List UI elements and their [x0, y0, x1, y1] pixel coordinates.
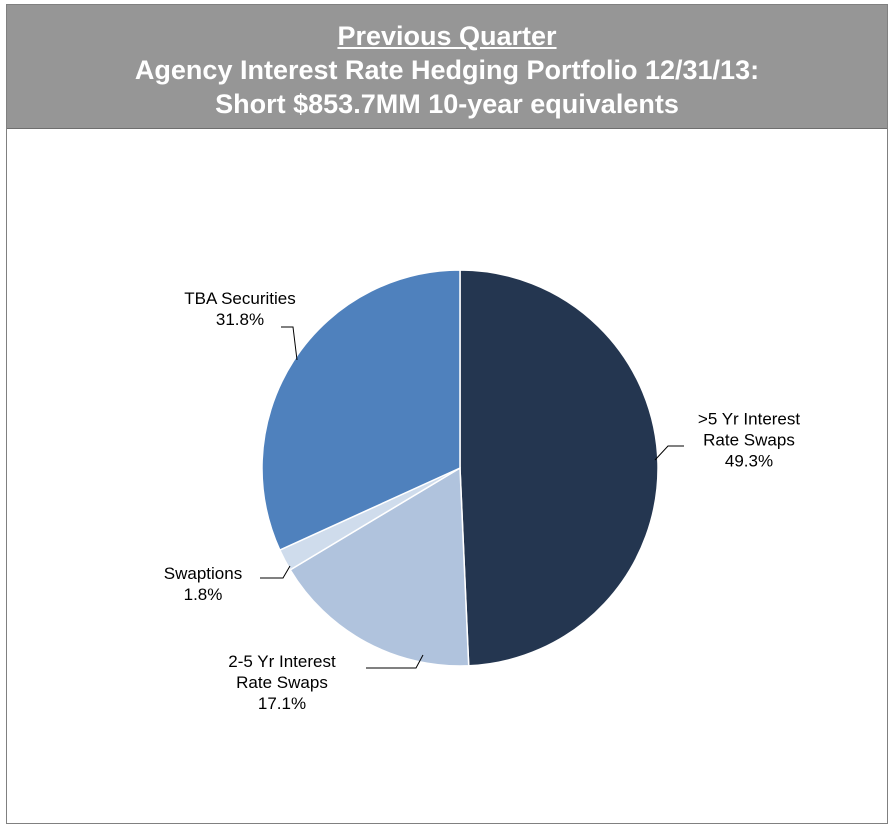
slice-label-3: TBA Securities 31.8% — [184, 289, 296, 329]
slice-label-line-1-0: 2-5 Yr Interest — [228, 652, 336, 671]
chart-title-line-1: Agency Interest Rate Hedging Portfolio 1… — [134, 55, 760, 85]
slice-label-line-1-1: Rate Swaps — [236, 673, 328, 692]
slice-value-1: 17.1% — [258, 694, 306, 713]
chart-header: Previous Quarter Agency Interest Rate He… — [7, 5, 887, 129]
slice-value-3: 31.8% — [216, 310, 264, 329]
slice-label-line-2-0: Swaptions — [164, 564, 242, 583]
pie-slice-3 — [261, 269, 461, 552]
slice-value-2: 1.8% — [184, 585, 223, 604]
leader-line-1 — [366, 654, 424, 669]
slice-label-line-0-0: >5 Yr Interest — [698, 410, 800, 429]
chart-panel: Previous Quarter Agency Interest Rate He… — [6, 4, 888, 824]
pie-chart-area: >5 Yr Interest Rate Swaps 49.3% 2-5 Yr Inte… — [164, 269, 800, 713]
leader-line-3 — [281, 326, 298, 361]
chart-title-line-2: Short $853.7MM 10-year equivalents — [215, 89, 679, 119]
slice-label-1: 2-5 Yr Interest Rate Swaps 17.1% — [228, 652, 336, 713]
pie-slice-0 — [459, 269, 659, 667]
slice-label-2: Swaptions 1.8% — [164, 564, 242, 604]
leader-line-2 — [260, 565, 291, 579]
slice-label-line-3-0: TBA Securities — [184, 289, 296, 308]
slice-label-line-0-1: Rate Swaps — [703, 431, 795, 450]
slice-value-0: 49.3% — [725, 452, 773, 471]
chart-supertitle: Previous Quarter — [337, 21, 557, 51]
pie-slice-1 — [289, 466, 470, 667]
slice-label-0: >5 Yr Interest Rate Swaps 49.3% — [698, 410, 800, 471]
pie-chart: >5 Yr Interest Rate Swaps 49.3% 2-5 Yr Inte… — [164, 269, 800, 713]
leader-line-0 — [654, 445, 684, 461]
